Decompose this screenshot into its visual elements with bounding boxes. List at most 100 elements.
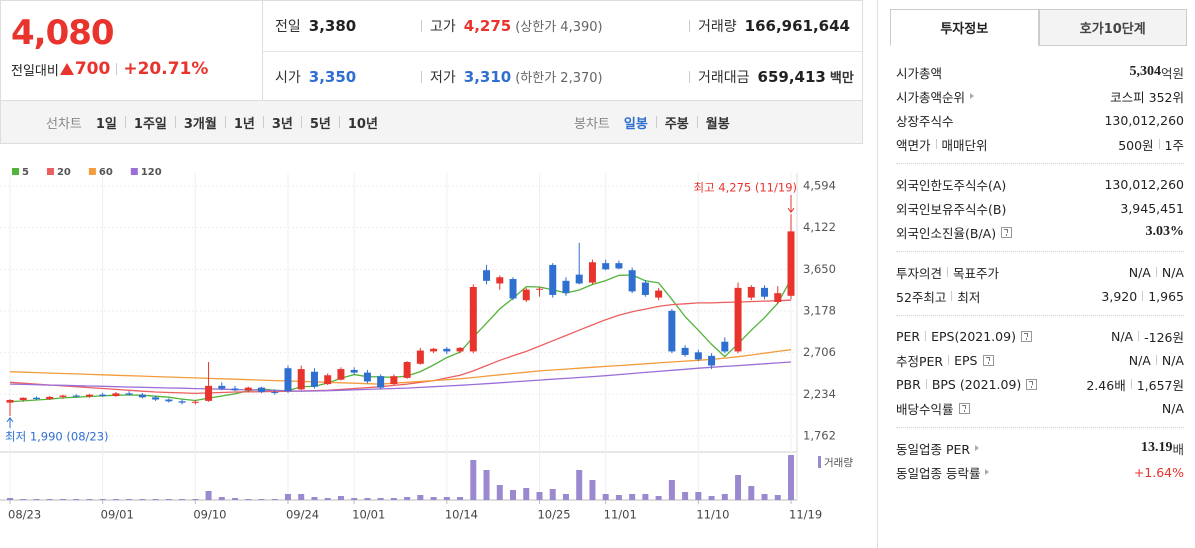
- toolbar-option[interactable]: 주봉: [664, 116, 689, 132]
- toolbar-option[interactable]: 1년: [233, 116, 255, 132]
- separator: [262, 116, 264, 128]
- volume-bar: [59, 499, 66, 500]
- y-tick-label: 4,122: [803, 220, 836, 234]
- item-label: 시가: [275, 69, 301, 86]
- current-price: 4,080: [11, 13, 115, 53]
- row-label: 외국인소진율(B/A): [896, 223, 1013, 242]
- volume-bar: [761, 494, 768, 500]
- toolbar-option[interactable]: 10년: [347, 116, 378, 132]
- volume-bar: [324, 498, 331, 500]
- volume-bar: [695, 492, 702, 500]
- chart-toolbar: 선차트 1일 1주일 3개월 1년 3년 5년 10년 봉차트 일봉 주봉 월봉: [0, 100, 863, 144]
- x-tick-label: 08/23: [8, 508, 41, 522]
- value-text: 3,920: [1101, 288, 1138, 304]
- volume-bar: [496, 485, 503, 500]
- toolbar-option[interactable]: 3년: [271, 116, 293, 132]
- candle-body: [708, 355, 716, 366]
- volume-bar: [139, 499, 146, 500]
- volume-bar: [523, 488, 530, 500]
- info-row: PER EPS(2021.09) N/A -126원: [896, 324, 1184, 348]
- candle-body: [416, 350, 424, 364]
- toolbar-label: 봉차트: [574, 116, 610, 132]
- volume-bar: [615, 495, 622, 500]
- separator: [338, 116, 340, 128]
- candle-body: [152, 397, 160, 400]
- row-value: 5,304 억원: [1129, 63, 1184, 82]
- value-text: N/A: [1161, 400, 1184, 416]
- label-text: 52주최고: [896, 289, 947, 305]
- info-section: 동일업종 PER 13.19 배 동일업종 등락률 +1.64%: [896, 428, 1184, 491]
- candle-body: [562, 280, 570, 294]
- volume-bar: [165, 499, 172, 500]
- candle-body: [403, 362, 411, 378]
- toolbar-option[interactable]: 5년: [309, 116, 331, 132]
- candle-body: [178, 401, 186, 403]
- row-value: 3.03%: [1146, 224, 1185, 240]
- toolbar-option[interactable]: 월봉: [705, 116, 730, 132]
- volume-bar: [562, 494, 569, 500]
- volume-bar: [33, 499, 40, 500]
- volume-bar: [86, 499, 93, 500]
- change-label: 전일대비: [11, 63, 59, 79]
- toolbar-option[interactable]: 1주일: [133, 116, 167, 132]
- row-value: 130,012,260: [1104, 177, 1184, 192]
- toolbar-option[interactable]: 일봉: [623, 116, 648, 132]
- candle-body: [19, 397, 27, 400]
- candle-body: [430, 348, 438, 352]
- value-text: N/A: [1128, 352, 1151, 368]
- volume-bar: [152, 499, 159, 500]
- volume-bar: [192, 499, 199, 500]
- label-text: 동일업종 PER: [896, 441, 971, 457]
- separator: [421, 70, 422, 83]
- summary-item: 저가 3,310 (하한가 2,370): [415, 67, 603, 87]
- candle-body: [456, 347, 464, 352]
- candle-body: [575, 274, 583, 284]
- label-text: 동일업종 등락률: [896, 465, 981, 481]
- volume-bar: [576, 470, 583, 500]
- row-value: N/A N/A: [1129, 353, 1184, 368]
- help-icon: [958, 402, 970, 414]
- label-text: 외국인소진율(B/A): [896, 225, 997, 241]
- label-text: 최저: [957, 289, 981, 305]
- candle-body: [761, 287, 769, 297]
- volume-bar: [721, 494, 728, 500]
- row-label: 추정PER EPS: [896, 351, 994, 370]
- candle-body: [59, 395, 67, 397]
- value-text: +1.64%: [1133, 464, 1184, 480]
- item-value: 659,413: [757, 67, 826, 86]
- volume-bar: [351, 498, 358, 500]
- candle-body: [363, 372, 371, 382]
- label-text: EPS: [954, 352, 978, 368]
- separator: [689, 70, 690, 83]
- volume-bar: [668, 480, 675, 500]
- legend-label: 60: [99, 167, 113, 178]
- volume-bar: [112, 499, 119, 500]
- tab[interactable]: 호가10단계: [1038, 9, 1187, 46]
- separator: [1130, 379, 1132, 389]
- separator: [124, 116, 126, 128]
- candle-body: [271, 392, 279, 394]
- candle-body: [32, 397, 40, 400]
- row-value: 코스피 352위: [1110, 87, 1184, 106]
- toolbar-option[interactable]: 3개월: [183, 116, 217, 132]
- row-label: 52주최고 최저: [896, 287, 980, 306]
- tab[interactable]: 투자정보: [890, 9, 1039, 46]
- volume-bar: [311, 497, 318, 500]
- volume-bar: [404, 497, 411, 500]
- volume-bar: [99, 499, 106, 500]
- candle-body: [231, 388, 239, 391]
- volume-legend-swatch: [818, 456, 821, 468]
- candle-body: [747, 286, 755, 298]
- info-row: 상장주식수 130,012,260: [896, 108, 1184, 132]
- change-rate: +20.71%: [123, 59, 209, 79]
- info-row: 52주최고 최저 3,920 1,965: [896, 284, 1184, 308]
- candle-body: [244, 387, 252, 391]
- arrow-icon: [975, 445, 980, 451]
- separator: [947, 267, 949, 277]
- toolbar-option[interactable]: 1일: [95, 116, 117, 132]
- label-text: 시가총액순위: [896, 89, 966, 105]
- volume-bar: [589, 480, 596, 500]
- item-value: 3,380: [308, 16, 357, 35]
- volume-bar: [271, 499, 278, 500]
- help-icon: [1001, 226, 1013, 238]
